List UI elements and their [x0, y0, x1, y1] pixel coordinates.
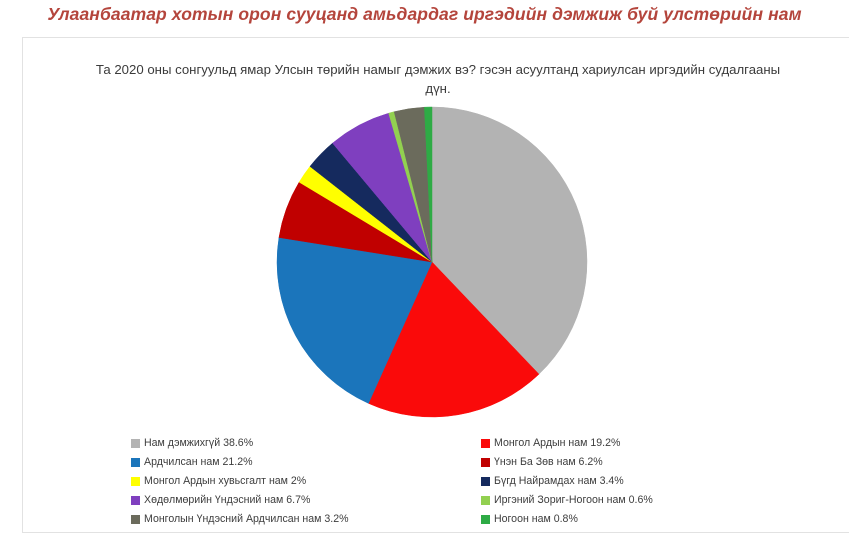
chart-frame: Та 2020 оны сонгуульд ямар Улсын төрийн …	[22, 37, 849, 533]
legend-swatch-icon	[481, 439, 490, 448]
pie-slice[interactable]	[431, 106, 588, 375]
legend-item-label: Монгол Ардын нам 19.2%	[494, 437, 621, 450]
pie-chart	[276, 106, 588, 418]
legend-swatch-icon	[481, 477, 490, 486]
legend-item-label: Иргэний Зориг-Ногоон нам 0.6%	[494, 494, 653, 507]
legend-item[interactable]: Иргэний Зориг-Ногоон нам 0.6%	[481, 491, 831, 510]
pie-chart-svg	[276, 106, 588, 418]
legend-swatch-icon	[131, 439, 140, 448]
legend-item[interactable]: Монгол Ардын хувьсгалт нам 2%	[131, 472, 481, 491]
legend-item[interactable]: Монголын Үндэсний Ардчилсан нам 3.2%	[131, 510, 481, 529]
legend-swatch-icon	[481, 515, 490, 524]
legend-item-label: Нам дэмжихгүй 38.6%	[144, 437, 254, 450]
pie-slice[interactable]	[276, 237, 433, 404]
legend-item-label: Бүгд Найрамдах нам 3.4%	[494, 475, 624, 488]
legend-item-label: Монгол Ардын хувьсгалт нам 2%	[144, 475, 307, 488]
legend-swatch-icon	[131, 477, 140, 486]
chart-legend: Нам дэмжихгүй 38.6% Монгол Ардын нам 19.2…	[131, 434, 831, 530]
legend-swatch-icon	[131, 458, 140, 467]
legend-swatch-icon	[481, 458, 490, 467]
pie-slice[interactable]	[424, 106, 433, 263]
legend-swatch-icon	[481, 496, 490, 505]
legend-item-label: Ардчилсан нам 21.2%	[144, 456, 253, 469]
page-title: Улаанбаатар хотын орон сууцанд амьдардаг…	[47, 4, 802, 24]
legend-item-label: Хөдөлмөрийн Үндэсний нам 6.7%	[144, 494, 311, 507]
legend-item[interactable]: Бүгд Найрамдах нам 3.4%	[481, 472, 831, 491]
legend-item[interactable]: Ардчилсан нам 21.2%	[131, 453, 481, 472]
chart-title: Та 2020 оны сонгуульд ямар Улсын төрийн …	[95, 62, 781, 97]
pie-slice[interactable]	[368, 261, 540, 418]
legend-item[interactable]: Монгол Ардын нам 19.2%	[481, 434, 831, 453]
legend-swatch-icon	[131, 496, 140, 505]
legend-item[interactable]: Хөдөлмөрийн Үндэсний нам 6.7%	[131, 491, 481, 510]
legend-item-label: Монголын Үндэсний Ардчилсан нам 3.2%	[144, 513, 349, 526]
legend-item-label: Ногоон нам 0.8%	[494, 513, 578, 526]
legend-item-label: Үнэн Ба Зөв нам 6.2%	[494, 456, 603, 469]
legend-swatch-icon	[131, 515, 140, 524]
legend-item[interactable]: Ногоон нам 0.8%	[481, 510, 831, 529]
legend-item[interactable]: Үнэн Ба Зөв нам 6.2%	[481, 453, 831, 472]
legend-item[interactable]: Нам дэмжихгүй 38.6%	[131, 434, 481, 453]
